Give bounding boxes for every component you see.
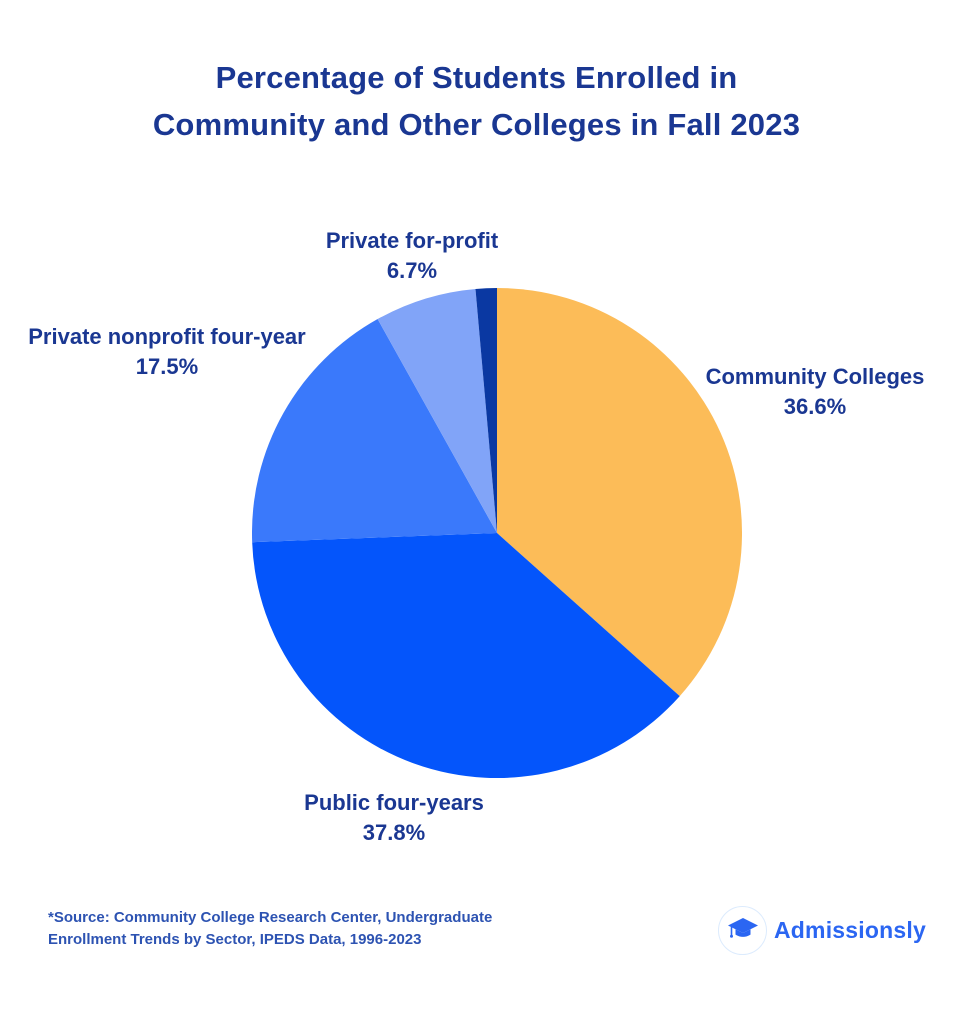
slice-label-text: Private nonprofit four-year	[28, 324, 306, 349]
pie-slice-private-for-profit	[377, 288, 497, 533]
brand-name: Admissionsly	[774, 917, 926, 943]
pie-slice-private-nonprofit-four-year	[252, 319, 497, 543]
graduation-cap-icon	[727, 918, 758, 938]
slice-value: 17.5%	[135, 354, 199, 379]
brand-logo: Admissionsly	[718, 906, 926, 955]
pie-slice-unlabeled	[475, 288, 497, 533]
source-note: *Source: Community College Research Cent…	[48, 907, 492, 951]
slice-label-private-nonprofit-four-year: Private nonprofit four-year 17.5%	[17, 322, 317, 382]
chart-title-line-2: Community and Other Colleges in Fall 202…	[152, 107, 801, 142]
source-note-line-1: *Source: Community College Research Cent…	[48, 909, 493, 926]
slice-label-public-four-years: Public four-years 37.8%	[264, 788, 524, 848]
slice-label-text: Public four-years	[304, 790, 484, 815]
slice-value: 6.7%	[386, 258, 438, 283]
slice-label-text: Private for-profit	[325, 228, 499, 253]
slice-value: 36.6%	[783, 394, 847, 419]
slice-label-text: Community Colleges	[705, 364, 925, 389]
chart-title: Percentage of Students Enrolled in Commu…	[0, 54, 953, 148]
pie-slice-public-four-years	[252, 533, 680, 778]
source-note-line-2: Enrollment Trends by Sector, IPEDS Data,…	[48, 931, 422, 948]
logo-circle	[718, 906, 767, 955]
slice-label-community-colleges: Community Colleges 36.6%	[680, 362, 950, 422]
slice-value: 37.8%	[362, 820, 426, 845]
chart-title-line-1: Percentage of Students Enrolled in	[215, 60, 738, 95]
slice-label-private-for-profit: Private for-profit 6.7%	[282, 226, 542, 286]
pie-slice-community-colleges	[497, 288, 742, 697]
pie-chart	[252, 288, 742, 778]
